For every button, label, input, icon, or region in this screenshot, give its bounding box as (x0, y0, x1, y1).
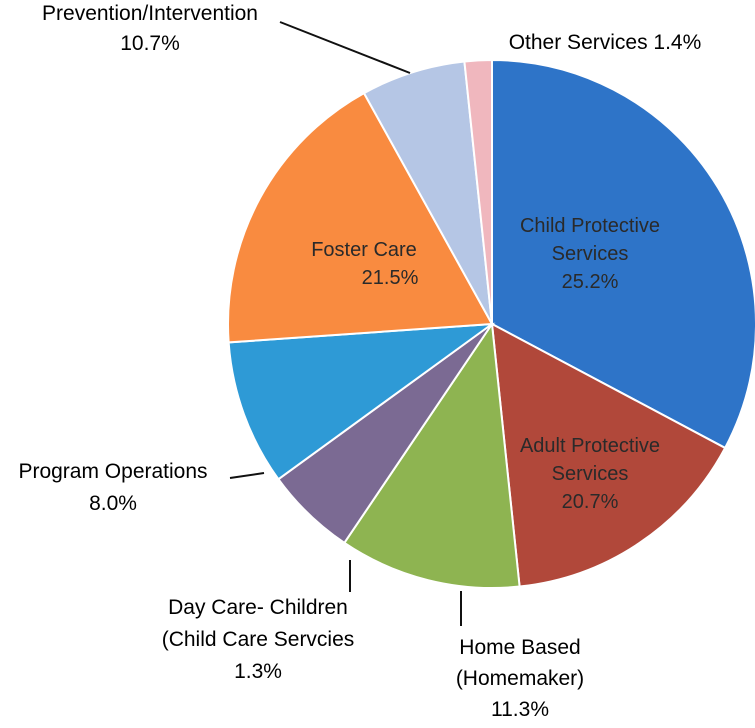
slice-label-name: Prevention/Intervention (42, 2, 258, 25)
pie-slice-program-operations (227, 322, 496, 481)
slice-label-name: Services (552, 243, 629, 265)
pie-slice-other-services (463, 58, 493, 325)
slice-label-name: (Homemaker) (456, 667, 584, 690)
slice-label-day-care-children: Day Care- Children (Child Care Servcies 1.… (162, 596, 355, 683)
pie-slice-child-protective (491, 58, 755, 450)
slice-label-name: Home Based (459, 636, 580, 659)
leader-lines (229, 21, 462, 626)
pie-slice-foster-care (227, 91, 494, 344)
pie-slice-adult-protective (490, 322, 727, 588)
pie-slices (227, 58, 755, 589)
slice-label-name: (Child Care Servcies (162, 628, 355, 651)
leader-line-prevention-intervention (279, 21, 411, 74)
leader-line-program-operations (229, 472, 265, 479)
slice-label-foster-care: Foster Care 21.5% (311, 239, 418, 289)
slice-label-other-services: Other Services 1.4% (509, 31, 702, 54)
slice-label-value: 11.3% (491, 698, 549, 721)
slice-label-value: 21.5% (362, 267, 419, 289)
slice-label-adult-protective: Adult Protective Services 20.7% (520, 435, 660, 513)
slice-label-name: Services (552, 463, 629, 485)
slice-label-name: Other Services 1.4% (509, 31, 702, 54)
slice-label-name: Foster Care (311, 239, 417, 261)
slice-label-value: 10.7% (120, 32, 180, 55)
slice-label-home-based: Home Based (Homemaker) 11.3% (456, 636, 584, 721)
slice-label-name: Child Protective (520, 215, 660, 237)
slice-label-value: 25.2% (562, 271, 619, 293)
slice-label-program-operations: Program Operations 8.0% (18, 460, 207, 515)
pie-slice-home-based (342, 321, 521, 589)
slice-label-value: 1.3% (234, 660, 282, 683)
slice-label-name: Day Care- Children (168, 596, 348, 619)
slice-label-value: 8.0% (89, 492, 137, 515)
slice-labels: Child Protective Services 25.2% Adult Prote… (18, 2, 701, 721)
slice-label-prevention-intervention: Prevention/Intervention 10.7% (42, 2, 258, 55)
slice-label-value: 20.7% (562, 491, 619, 513)
slice-label-child-protective: Child Protective Services 25.2% (520, 215, 660, 293)
slice-label-name: Adult Protective (520, 435, 660, 457)
slice-label-name: Program Operations (18, 460, 207, 483)
